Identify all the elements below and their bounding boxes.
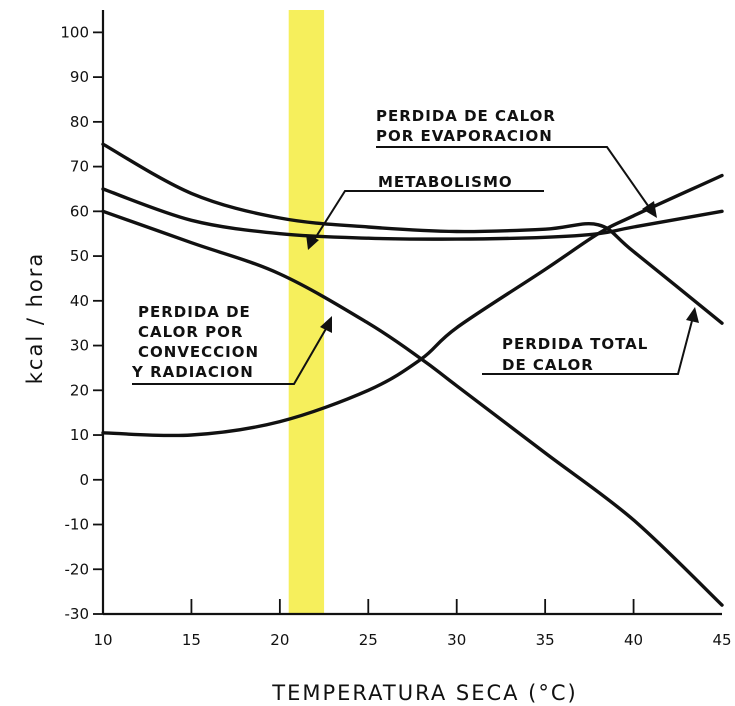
- leader-evaporacion: [376, 146, 652, 211]
- annotation-evaporacion-line1: PERDIDA DE CALOR: [376, 107, 556, 125]
- series-metabolismo-line: [101, 187, 724, 241]
- y-tick-label: 10: [70, 426, 89, 444]
- annotation-conveccion-line4: Y RADIACION: [131, 363, 254, 381]
- y-tick-label: 20: [70, 381, 89, 399]
- series-evaporacion-line: [101, 173, 724, 438]
- x-tick-label: 40: [624, 631, 643, 649]
- y-tick-label: 50: [70, 247, 89, 265]
- arrow-evaporacion: [642, 201, 657, 218]
- x-tick-label: 45: [712, 631, 731, 649]
- x-tick-label: 30: [447, 631, 466, 649]
- y-tick-label: 0: [79, 471, 89, 489]
- annotation-conveccion-line1: PERDIDA DE: [138, 303, 251, 321]
- y-tick-label: 30: [70, 337, 89, 355]
- ticks-group: -30 -20 -10 0 10 20 30 40 50 60 70 80 90 100 10 15 20 25 3…: [60, 23, 731, 649]
- series-total-line: [101, 142, 724, 325]
- x-tick-label: 35: [536, 631, 555, 649]
- arrow-metabolismo: [306, 234, 319, 250]
- x-tick-label: 10: [93, 631, 112, 649]
- y-tick-label: 40: [70, 292, 89, 310]
- annotation-total-line2: DE CALOR: [502, 356, 594, 374]
- leader-total: [482, 316, 694, 375]
- annotation-conveccion-line3: CONVECCION: [138, 343, 259, 361]
- arrow-total: [686, 307, 699, 323]
- x-tick-label: 25: [359, 631, 378, 649]
- highlight-band: [288, 10, 325, 614]
- y-tick-label: -20: [65, 560, 90, 578]
- y-tick-label: 90: [70, 68, 89, 86]
- annotation-evaporacion-line2: POR EVAPORACION: [376, 127, 553, 145]
- arrow-conveccion: [320, 316, 332, 333]
- x-tick-label: 20: [270, 631, 289, 649]
- y-tick-label: 100: [60, 23, 89, 41]
- x-tick-label: 15: [182, 631, 201, 649]
- y-tick-label: -10: [65, 516, 90, 534]
- annotation-total-line1: PERDIDA TOTAL: [502, 335, 648, 353]
- curves-group: [101, 142, 724, 607]
- y-tick-label: 80: [70, 113, 89, 131]
- x-axis-title: TEMPERATURA SECA (°C): [271, 681, 577, 705]
- axes-group: [101, 10, 722, 616]
- leader-conveccion: [132, 326, 328, 385]
- annotation-metabolismo: METABOLISMO: [378, 173, 513, 191]
- y-axis-title: kcal / hora: [23, 252, 47, 385]
- y-tick-label: -30: [65, 605, 90, 623]
- y-tick-label: 60: [70, 202, 89, 220]
- annotation-conveccion-line2: CALOR POR: [138, 323, 243, 341]
- leader-metabolismo: [313, 190, 544, 241]
- y-tick-label: 70: [70, 158, 89, 176]
- series-conveccion-line: [101, 209, 724, 607]
